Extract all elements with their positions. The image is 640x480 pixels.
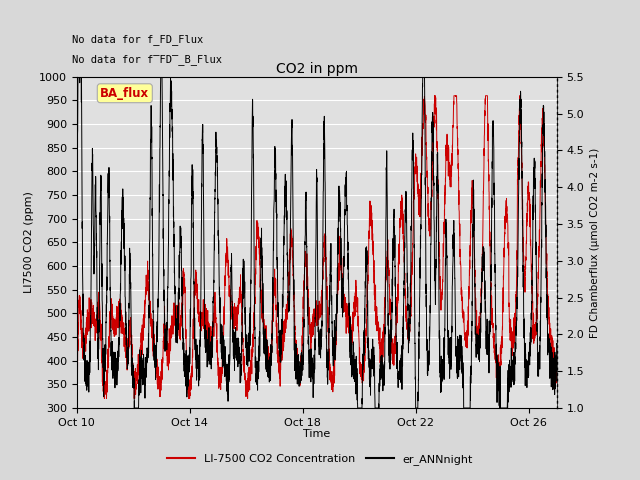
Y-axis label: LI7500 CO2 (ppm): LI7500 CO2 (ppm) [24,192,33,293]
X-axis label: Time: Time [303,429,330,439]
Y-axis label: FD Chamberflux (μmol CO2 m-2 s-1): FD Chamberflux (μmol CO2 m-2 s-1) [590,147,600,337]
Text: No data for f_FD_Flux: No data for f_FD_Flux [72,34,204,45]
Title: CO2 in ppm: CO2 in ppm [276,61,358,76]
Text: No data for f̅FD̅_B_Flux: No data for f̅FD̅_B_Flux [72,54,222,64]
Legend: LI-7500 CO2 Concentration, er_ANNnight: LI-7500 CO2 Concentration, er_ANNnight [163,450,477,469]
Text: BA_flux: BA_flux [100,87,149,100]
